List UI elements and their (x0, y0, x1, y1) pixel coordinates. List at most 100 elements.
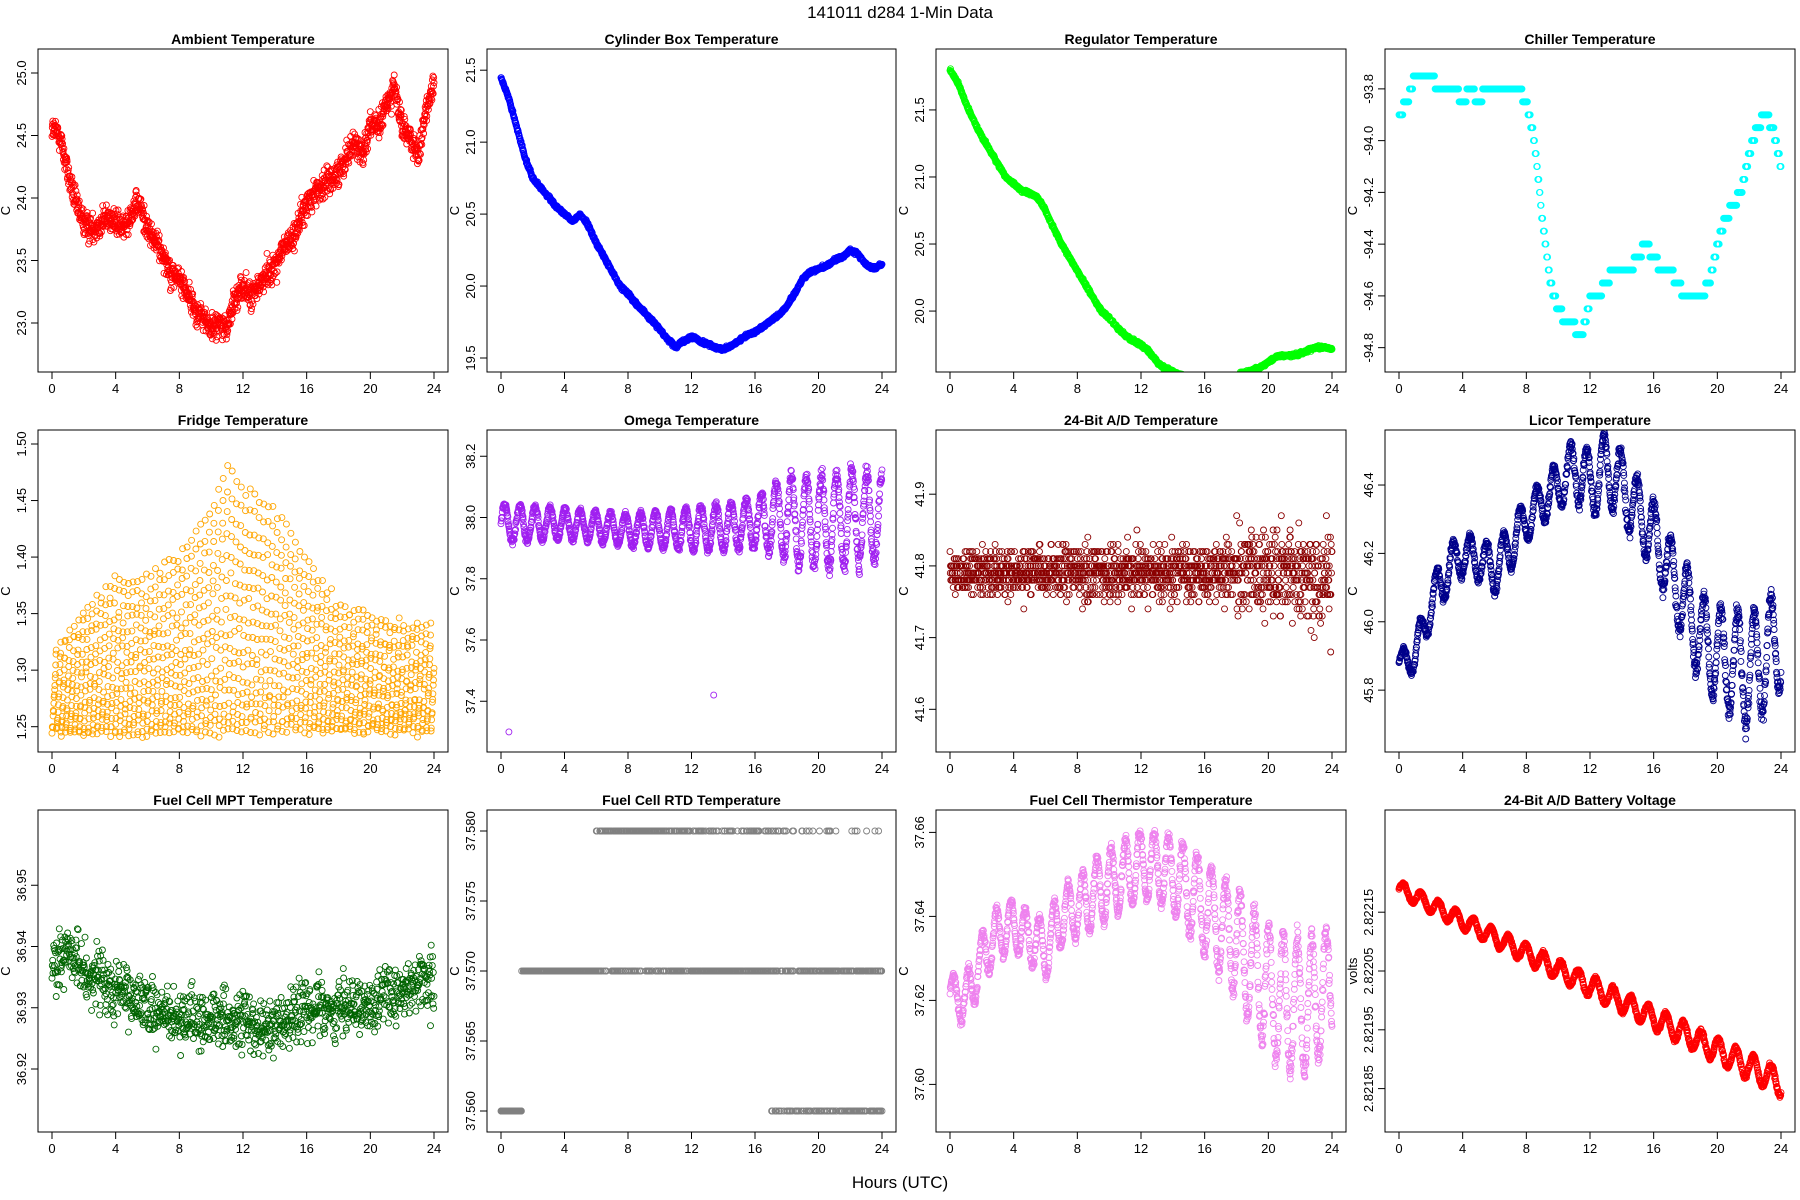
data-point (965, 104, 973, 112)
data-point (1224, 377, 1230, 383)
data-point (1190, 377, 1196, 383)
data-point (188, 293, 196, 301)
data-point (226, 320, 234, 328)
x-tick-label: 4 (561, 381, 568, 396)
data-point (292, 233, 300, 241)
data-point (303, 212, 311, 219)
data-point (1234, 373, 1240, 379)
data-point (185, 278, 193, 286)
data-point (1179, 373, 1185, 379)
data-point (1213, 380, 1219, 386)
data-point (1558, 305, 1566, 313)
y-tick-label: 25.0 (14, 60, 29, 85)
data-point (114, 206, 122, 214)
data-point (1227, 374, 1233, 380)
data-point (1191, 377, 1197, 383)
data-point (1654, 253, 1661, 261)
data-point (333, 176, 341, 184)
data-point (300, 222, 308, 229)
data-point (397, 106, 405, 114)
data-point (1224, 376, 1230, 382)
data-point (1232, 373, 1238, 379)
data-point (1216, 378, 1222, 384)
data-point (428, 96, 436, 104)
data-point (1231, 374, 1237, 380)
y-tick-label: 19.5 (463, 345, 478, 370)
data-point (429, 72, 437, 80)
data-point (1185, 375, 1191, 381)
data-point (1701, 292, 1709, 300)
data-point (1211, 379, 1217, 385)
data-point (1235, 371, 1239, 372)
data-point (246, 301, 254, 309)
data-point (148, 220, 155, 228)
x-axis: 0 4 8 12 16 20 24 (48, 371, 441, 396)
y-tick-label: 21.5 (463, 58, 478, 83)
data-point (152, 229, 160, 237)
data-point (1183, 374, 1189, 380)
data-point (96, 230, 104, 238)
data-point (312, 202, 320, 210)
data-point (1190, 376, 1196, 382)
y-tick-label: 20.5 (912, 231, 927, 256)
data-point (273, 268, 281, 276)
data-point (1216, 379, 1222, 385)
data-point (1638, 253, 1646, 261)
data-point (1174, 369, 1181, 372)
y-tick-label: 20.5 (463, 201, 478, 226)
data-point (260, 288, 268, 296)
data-point (1229, 374, 1235, 380)
data-point (376, 129, 384, 136)
data-point (1220, 378, 1226, 384)
data-point (73, 191, 81, 199)
data-point (66, 172, 74, 180)
data-point (878, 260, 886, 268)
data-point (153, 227, 161, 235)
data-point (406, 126, 414, 134)
data-point (1231, 373, 1237, 379)
panel-title: Ambient Temperature (171, 31, 315, 47)
data-point (1217, 379, 1223, 385)
data-point (187, 286, 195, 293)
data-point (423, 112, 431, 120)
data-point (367, 131, 375, 139)
data-point (1182, 374, 1188, 380)
data-point (1529, 124, 1537, 132)
data-point (1181, 373, 1187, 379)
data-point (1462, 98, 1470, 106)
panel-3-points (946, 65, 1336, 386)
data-point (1188, 375, 1194, 381)
data-point (1236, 371, 1240, 372)
data-point (1185, 376, 1191, 382)
data-point (1219, 377, 1225, 383)
data-point (1187, 376, 1193, 382)
x-tick-label: 12 (236, 381, 250, 396)
data-point (1523, 98, 1531, 106)
data-point (1186, 374, 1192, 380)
data-point (197, 300, 205, 308)
data-point (417, 150, 424, 158)
data-point (1212, 379, 1218, 385)
data-point (1535, 175, 1543, 183)
data-point (1187, 374, 1193, 380)
data-point (178, 268, 185, 275)
data-point (1431, 72, 1438, 80)
data-point (364, 145, 372, 153)
y-tick-label: 21.5 (912, 97, 927, 122)
data-point (1216, 378, 1222, 384)
data-point (1548, 279, 1556, 287)
data-point (184, 285, 192, 293)
data-point (249, 300, 257, 308)
data-point (1605, 279, 1613, 287)
data-point (1227, 376, 1233, 382)
data-point (1183, 374, 1189, 380)
data-point (1677, 279, 1685, 287)
data-point (393, 83, 401, 91)
data-point (340, 170, 347, 178)
data-point (335, 180, 343, 188)
data-point (1221, 376, 1227, 382)
data-point (137, 195, 145, 203)
x-tick-label: 0 (497, 381, 504, 396)
